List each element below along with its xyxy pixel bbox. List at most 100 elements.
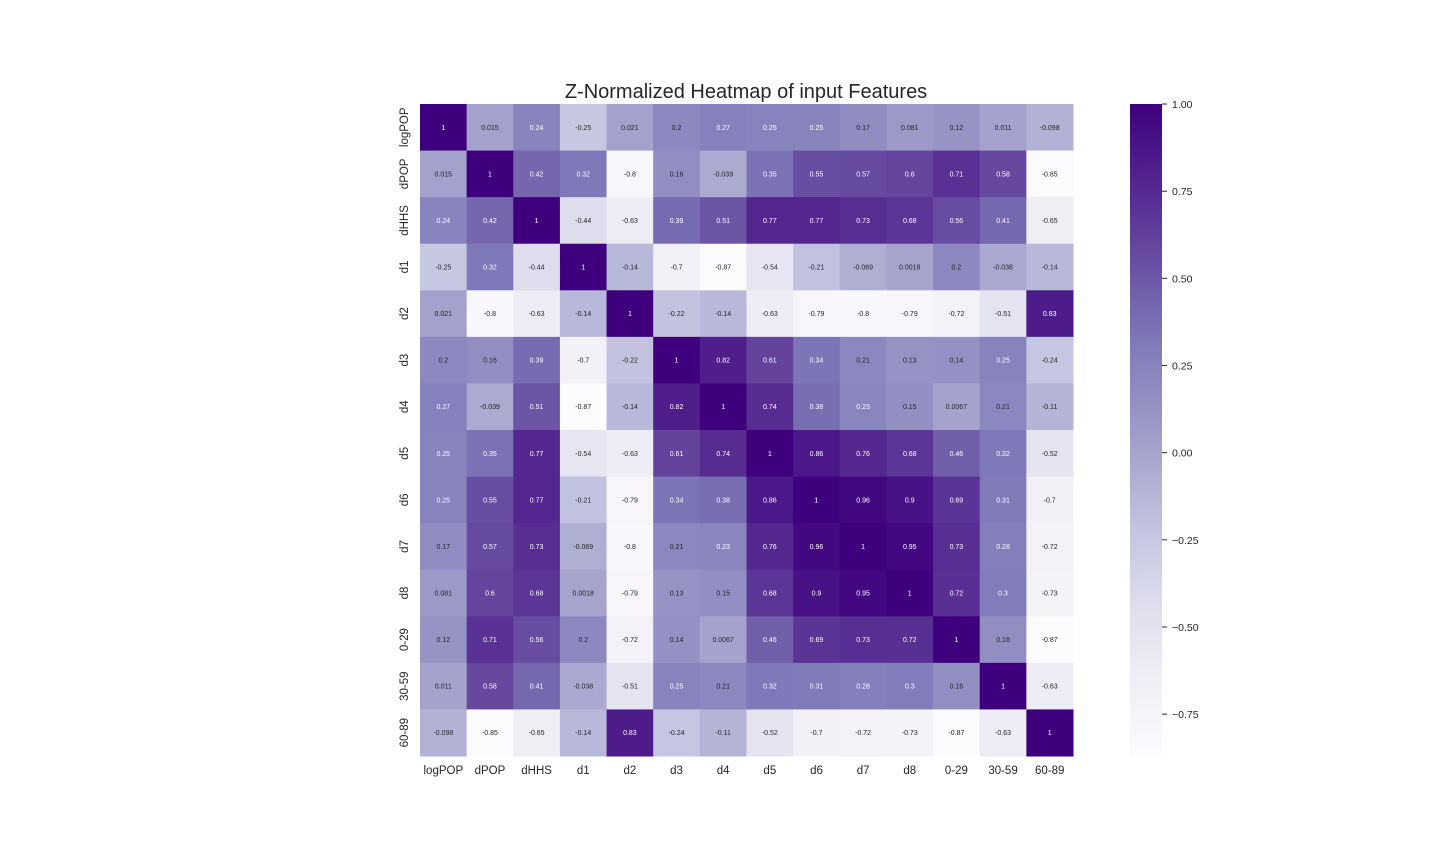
cell-value-label-5-3: -0.7 [577,358,589,365]
cell-value-label-11-2: 0.56 [530,637,544,644]
x-tick-label-3: d1 [577,765,590,777]
cell-value-label-6-4: -0.14 [622,404,638,411]
chart-title: Z-Normalized Heatmap of input Features [565,81,927,103]
heatmap-cell-0-3 [559,104,608,152]
heatmap-cell-11-1 [466,616,514,664]
heatmap-cell-9-10 [886,523,934,571]
heatmap-cell-12-10 [886,662,934,710]
heatmap-cell-4-12 [979,290,1027,338]
heatmap-cell-10-9 [839,569,887,617]
heatmap-cell-8-11 [933,476,981,524]
cell-value-label-13-12: -0.63 [995,730,1011,737]
cell-value-label-1-5: 0.16 [670,171,684,178]
heatmap-cell-7-0 [420,430,468,478]
y-tick-labels: logPOP dPOP dHHS d1 d2 d3 d4 d5 d6 d7 d8 0-29 30-59 6… [399,107,411,747]
heatmap-cell-8-9 [839,476,887,524]
heatmap-cell-0-6 [699,104,747,152]
cell-value-label-8-10: 0.9 [905,497,915,504]
heatmap-cell-11-0 [420,616,468,664]
heatmap-cell-4-0 [420,290,468,338]
heatmap-cell-9-12 [979,523,1027,571]
colorbar-tick-label-6: −0.50 [1172,622,1199,634]
cell-value-label-5-11: 0.14 [950,358,964,365]
heatmap-cell-1-5 [653,150,701,198]
heatmap-cell-12-8 [793,662,841,710]
x-tick-label-6: d4 [717,765,730,777]
heatmap-cell-6-13 [1026,383,1074,431]
heatmap-cell-3-13 [1026,243,1074,291]
cell-value-label-7-12: 0.32 [996,451,1010,458]
heatmap-cell-9-5 [653,523,701,571]
heatmap-cell-7-8 [793,430,841,478]
cell-value-label-9-13: -0.72 [1042,544,1058,551]
cell-value-label-6-11: 0.0067 [946,404,968,411]
cell-value-label-7-13: -0.52 [1042,451,1058,458]
heatmap-cell-1-3 [559,150,608,198]
cell-value-label-7-5: 0.61 [670,451,684,458]
cell-value-label-10-9: 0.95 [856,591,870,598]
cell-value-label-3-2: -0.44 [529,265,545,272]
heatmap-cell-12-2 [513,662,561,710]
heatmap-cell-12-0 [420,662,468,710]
cell-value-label-3-4: -0.14 [622,265,638,272]
cell-value-label-6-8: 0.38 [810,404,824,411]
cell-value-label-8-6: 0.38 [716,497,730,504]
x-tick-label-5: d3 [670,765,683,777]
cell-value-label-4-9: -0.8 [857,311,869,318]
heatmap-cell-4-4 [606,290,654,338]
heatmap-cell-0-8 [793,104,841,152]
colorbar-tick-label-5: −0.25 [1172,535,1199,547]
y-tick-label-10: d8 [399,587,411,600]
heatmap-cell-4-9 [839,290,887,338]
cell-value-label-6-6: 1 [721,404,725,411]
cell-value-label-9-10: 0.95 [903,544,917,551]
cell-value-label-7-7: 1 [768,451,772,458]
cell-value-label-6-0: 0.27 [437,404,451,411]
cell-value-label-5-6: 0.82 [716,358,730,365]
heatmap-cell-5-9 [839,336,887,384]
cell-value-label-0-5: 0.2 [672,125,682,132]
colorbar-gradient [1130,104,1162,756]
colorbar-tick-label-1: 0.75 [1172,186,1193,198]
cell-value-label-7-3: -0.54 [575,451,591,458]
cell-value-label-12-6: 0.21 [716,684,730,691]
cell-value-label-7-8: 0.86 [810,451,824,458]
heatmap-cell-0-9 [839,104,887,152]
cell-value-label-1-12: 0.58 [996,171,1010,178]
x-tick-label-12: 30-59 [988,765,1017,777]
cell-value-label-10-2: 0.68 [530,591,544,598]
cell-value-label-13-7: -0.52 [762,730,778,737]
heatmap-cell-8-7 [746,476,794,524]
cell-value-label-6-10: 0.15 [903,404,917,411]
heatmap-cell-5-10 [886,336,934,384]
heatmap-cell-0-2 [513,104,561,152]
cell-value-label-7-11: 0.46 [950,451,964,458]
heatmap-cell-9-4 [606,523,654,571]
cell-value-label-2-2: 1 [535,218,539,225]
heatmap-cell-12-6 [699,662,747,710]
x-tick-label-4: d2 [623,765,636,777]
heatmap-cell-0-1 [466,104,514,152]
heatmap-cell-11-9 [839,616,887,664]
heatmap-cell-1-10 [886,150,934,198]
heatmap-cell-13-0 [420,709,468,757]
cell-value-label-4-13: 0.83 [1043,311,1057,318]
heatmap-cell-12-4 [606,662,654,710]
y-tick-label-2: dHHS [399,205,411,236]
cell-value-label-2-4: -0.63 [622,218,638,225]
heatmap-cell-3-8 [793,243,841,291]
cell-value-label-10-13: -0.73 [1042,591,1058,598]
heatmap-cell-12-12 [979,662,1027,710]
heatmap-cells: 1 0.015 0.24 -0.25 0.021 0.2 0.27 0.25 0.25 0.17 0… [420,104,1074,757]
heatmap-cell-7-6 [699,430,747,478]
heatmap-cell-2-1 [466,197,514,245]
cell-value-label-0-10: 0.081 [901,125,919,132]
heatmap-cell-12-3 [559,662,608,710]
cell-value-label-3-10: 0.0018 [899,265,921,272]
heatmap-cell-1-1 [466,150,514,198]
cell-value-label-12-3: -0.038 [573,684,593,691]
cell-value-label-1-11: 0.71 [950,171,964,178]
cell-value-label-4-6: -0.14 [715,311,731,318]
heatmap-cell-1-8 [793,150,841,198]
cell-value-label-0-4: 0.021 [621,125,639,132]
